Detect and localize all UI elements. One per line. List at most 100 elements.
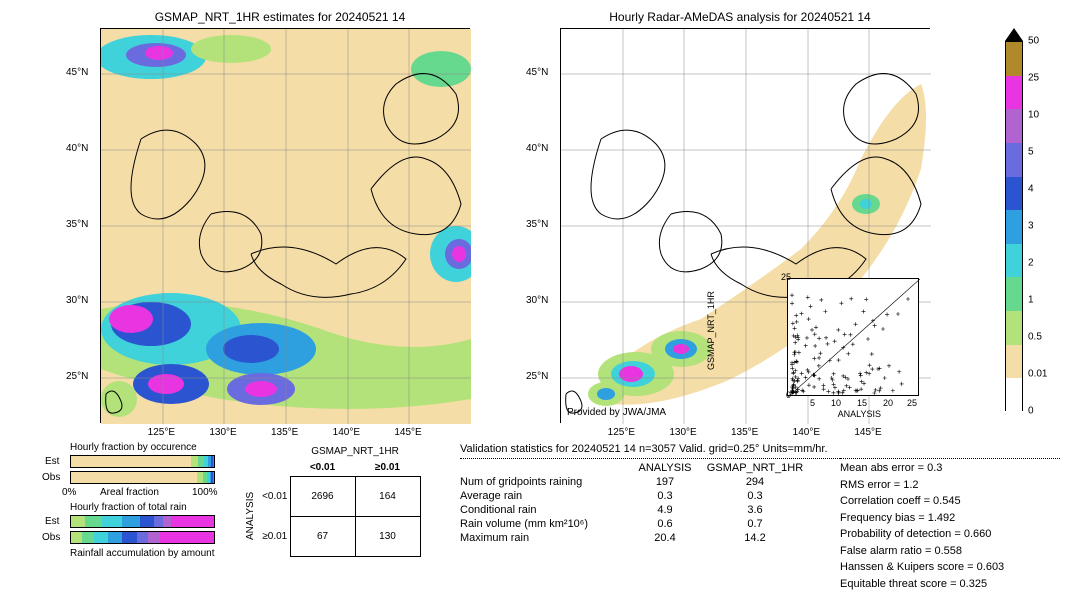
cb-tick-3: 3	[1028, 221, 1034, 232]
ct-row0: <0.01	[260, 476, 290, 516]
lm-xt-4: 145°E	[394, 427, 421, 438]
rm-yt-3: 30°N	[526, 295, 548, 306]
lm-yt-1: 40°N	[66, 143, 88, 154]
bar-occurrence-est	[70, 455, 215, 468]
cb-tick-0.01: 0.01	[1028, 369, 1047, 380]
ax-areal: Areal fraction	[100, 487, 159, 498]
score-6: Hanssen & Kuipers score = 0.603	[840, 559, 1004, 576]
scatter-plot	[787, 278, 919, 396]
rm-yt-0: 45°N	[526, 67, 548, 78]
frac-occ-title: Hourly fraction by occurence	[70, 442, 197, 453]
score-2: Correlation coeff = 0.545	[840, 493, 1004, 510]
ct-00: 2696	[290, 476, 355, 516]
lbl-obs1: Obs	[42, 472, 60, 483]
score-5: False alarm ratio = 0.558	[840, 543, 1004, 560]
bar-totalrain-est	[70, 515, 215, 528]
ct-01: 164	[355, 476, 420, 516]
sc-xt-10: 10	[831, 398, 841, 408]
stat-label-2: Conditional rain	[460, 504, 630, 516]
ctable-col-header: GSMAP_NRT_1HR	[290, 446, 420, 457]
lbl-obs2: Obs	[42, 532, 60, 543]
gsmap-map	[100, 28, 470, 423]
map-attribution: Provided by JWA/JMA	[567, 407, 666, 418]
cb-tick-0: 0	[1028, 406, 1034, 417]
sc-xt-25: 25	[907, 398, 917, 408]
stat-a-0: 197	[630, 476, 700, 488]
stats-h2: GSMAP_NRT_1HR	[700, 462, 810, 474]
right-map-title: Hourly Radar-AMeDAS analysis for 2024052…	[540, 10, 940, 24]
score-list: Mean abs error = 0.3RMS error = 1.2Corre…	[840, 460, 1004, 592]
rm-xt-4: 145°E	[854, 427, 881, 438]
score-4: Probability of detection = 0.660	[840, 526, 1004, 543]
score-0: Mean abs error = 0.3	[840, 460, 1004, 477]
stat-b-2: 3.6	[700, 504, 810, 516]
lm-xt-1: 130°E	[209, 427, 236, 438]
rm-xt-0: 125°E	[608, 427, 635, 438]
ct-11: 130	[355, 516, 420, 556]
stat-a-2: 4.9	[630, 504, 700, 516]
stat-a-3: 0.6	[630, 518, 700, 530]
contingency-table: <0.01 ≥0.01 <0.01 2696 164 ≥0.01 67 130	[260, 460, 421, 557]
stat-b-1: 0.3	[700, 490, 810, 502]
cb-tick-1: 1	[1028, 295, 1034, 306]
lbl-est1: Est	[45, 456, 59, 467]
lm-yt-3: 30°N	[66, 295, 88, 306]
rm-yt-4: 25°N	[526, 371, 548, 382]
stats-h1: ANALYSIS	[630, 462, 700, 474]
stat-label-1: Average rain	[460, 490, 630, 502]
ct-10: 67	[290, 516, 355, 556]
scores-divider	[840, 458, 1060, 459]
rm-yt-2: 35°N	[526, 219, 548, 230]
gsmap-map-svg	[101, 29, 471, 424]
lm-xt-0: 125°E	[148, 427, 175, 438]
cb-tick-4: 4	[1028, 184, 1034, 195]
stat-label-0: Num of gridpoints raining	[460, 476, 630, 488]
cb-tick-2: 2	[1028, 258, 1034, 269]
ct-col0: <0.01	[290, 460, 355, 476]
score-1: RMS error = 1.2	[840, 477, 1004, 494]
frac-total-title: Hourly fraction of total rain	[70, 502, 187, 513]
bar-totalrain-obs	[70, 531, 215, 544]
frac-accum-title: Rainfall accumulation by amount	[70, 548, 215, 559]
rm-xt-1: 130°E	[669, 427, 696, 438]
cb-tick-5: 5	[1028, 147, 1034, 158]
ct-row1: ≥0.01	[260, 516, 290, 556]
cb-tick-10: 10	[1028, 110, 1039, 121]
bar-occurrence-obs	[70, 471, 215, 484]
sc-xt-20: 20	[883, 398, 893, 408]
ax-0pct: 0%	[62, 487, 76, 498]
ct-col1: ≥0.01	[355, 460, 420, 476]
lm-yt-0: 45°N	[66, 67, 88, 78]
lm-xt-2: 135°E	[271, 427, 298, 438]
stat-b-0: 294	[700, 476, 810, 488]
score-3: Frequency bias = 1.492	[840, 510, 1004, 527]
lm-xt-3: 140°E	[333, 427, 360, 438]
sc-yt-25: 25	[781, 272, 791, 282]
stat-b-4: 14.2	[700, 532, 810, 544]
rm-xt-2: 135°E	[731, 427, 758, 438]
sc-xt-15: 15	[857, 398, 867, 408]
rm-xt-3: 140°E	[793, 427, 820, 438]
stats-title: Validation statistics for 20240521 14 n=…	[460, 443, 940, 455]
left-map-title: GSMAP_NRT_1HR estimates for 20240521 14	[80, 10, 480, 24]
cb-tick-25: 25	[1028, 73, 1039, 84]
stat-a-4: 20.4	[630, 532, 700, 544]
colorbar	[1005, 41, 1023, 411]
sc-yt-0: 0	[786, 390, 791, 400]
scatter-ylabel: GSMAP_NRT_1HR	[706, 291, 716, 370]
stat-a-1: 0.3	[630, 490, 700, 502]
cb-tick-50: 50	[1028, 36, 1039, 47]
stat-label-4: Maximum rain	[460, 532, 630, 544]
scatter-xlabel: ANALYSIS	[838, 409, 881, 419]
lbl-est2: Est	[45, 516, 59, 527]
lm-yt-4: 25°N	[66, 371, 88, 382]
stat-label-3: Rain volume (mm km²10⁶)	[460, 518, 630, 530]
radar-map: Provided by JWA/JMA ANALYSIS GSMAP_NRT_1…	[560, 28, 930, 423]
lm-yt-2: 35°N	[66, 219, 88, 230]
rm-yt-1: 40°N	[526, 143, 548, 154]
ax-100pct: 100%	[192, 487, 218, 498]
stat-b-3: 0.7	[700, 518, 810, 530]
score-7: Equitable threat score = 0.325	[840, 576, 1004, 593]
sc-xt-5: 5	[810, 398, 815, 408]
ctable-row-header: ANALYSIS	[245, 492, 256, 540]
